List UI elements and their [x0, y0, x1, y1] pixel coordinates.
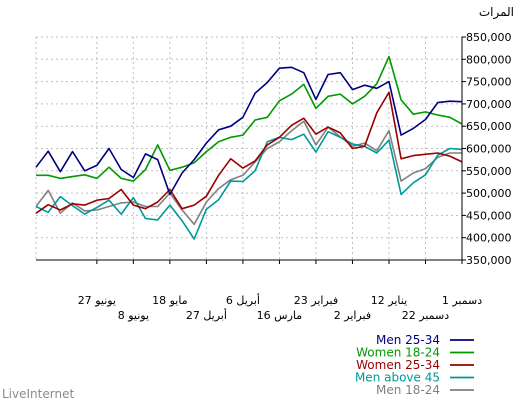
- series-line-women-18-24: [36, 55, 463, 182]
- y-tick-label: 400,000: [466, 232, 512, 245]
- legend-label: Women 25-34: [356, 358, 440, 372]
- x-tick-label: 23 فبرایر: [294, 294, 338, 307]
- y-tick-label: 850,000: [466, 31, 512, 44]
- series-line-women-25-34: [35, 91, 463, 214]
- x-tick-label: 6 أبریل: [226, 293, 260, 307]
- series-lines: [35, 55, 463, 240]
- x-tick-label: 27 یونیو: [78, 294, 116, 307]
- y-tick-label: 650,000: [466, 120, 512, 133]
- y-axis-unit-label: المرات: [478, 5, 514, 19]
- series-line-men-18-24: [35, 120, 462, 226]
- legend-label: Men above 45: [355, 371, 440, 385]
- x-tick-label: 1 دسمبر: [442, 294, 482, 307]
- liveinternet-watermark: LiveInternet: [2, 387, 75, 401]
- y-tick-label: 350,000: [466, 254, 512, 267]
- x-tick-label: 27 أبریل: [186, 308, 227, 322]
- x-tick-label: 18 مایو: [152, 294, 188, 307]
- y-tick-label: 800,000: [466, 53, 512, 66]
- x-tick-label: 8 یونیو: [118, 309, 149, 322]
- y-tick-label: 750,000: [466, 76, 512, 89]
- x-tick-label: 16 مارس: [257, 309, 303, 322]
- x-tick-label: 2 فبرایر: [334, 309, 371, 322]
- legend-label: Men 18-24: [376, 383, 440, 397]
- legend-label: Men 25-34: [376, 333, 440, 347]
- series-line-men-25-34: [35, 66, 463, 196]
- y-tick-label: 700,000: [466, 98, 512, 111]
- y-tick-label: 500,000: [466, 187, 512, 200]
- y-tick-label: 450,000: [466, 209, 512, 222]
- y-tick-label: 550,000: [466, 165, 512, 178]
- grid: [35, 36, 463, 261]
- x-tick-label: 12 ینایر: [371, 294, 407, 307]
- y-tick-label: 600,000: [466, 143, 512, 156]
- series-line-men-above-45: [35, 130, 463, 240]
- x-tick-label: 22 دسمبر: [402, 309, 449, 322]
- axes: 350,000 400,000 450,000 500,000 550,000 600,0…: [36, 31, 512, 322]
- legend-label: Women 18-24: [356, 346, 440, 360]
